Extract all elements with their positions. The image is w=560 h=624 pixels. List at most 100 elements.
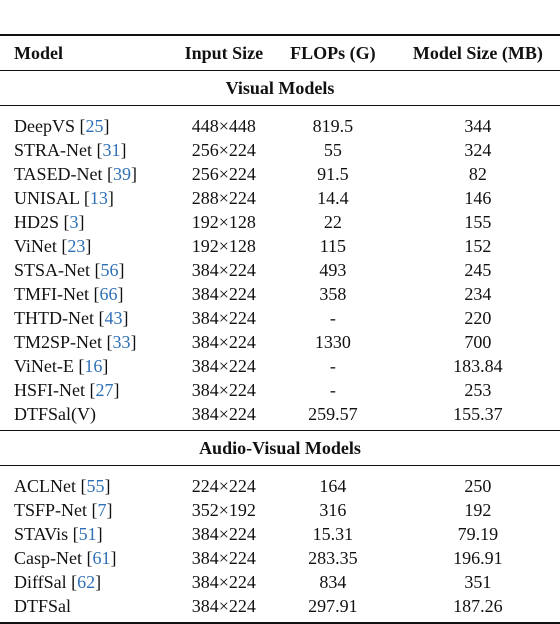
- cell-flops: -: [329, 356, 336, 376]
- cell-input-size: 384×224: [191, 356, 256, 376]
- citation-link[interactable]: 16: [84, 356, 103, 376]
- citation-link[interactable]: 51: [78, 524, 97, 544]
- citation-link[interactable]: 3: [69, 212, 79, 232]
- model-name: Casp-Net: [14, 548, 82, 568]
- cell-flops: 283.35: [308, 548, 358, 568]
- header-model: Model: [0, 34, 178, 71]
- cell-flops: 316: [319, 500, 347, 520]
- citation-link[interactable]: 43: [104, 308, 123, 328]
- cell-flops: -: [329, 308, 336, 328]
- cell-input-size: 384×224: [191, 332, 256, 352]
- cell-flops: 115: [319, 236, 347, 256]
- header-flops: FLOPs (G): [270, 34, 396, 71]
- cell-model-size: 187.26: [395, 594, 560, 624]
- cell-model: ViNet-E [16]: [14, 356, 109, 376]
- table-row: STRA-Net [31] 256×224 55 324: [0, 138, 560, 162]
- cell-model: DTFSal: [0, 594, 178, 624]
- citation-link[interactable]: 13: [89, 188, 108, 208]
- model-name: STSA-Net: [14, 260, 90, 280]
- cell-input-size: 384×224: [191, 524, 256, 544]
- header-model-size: Model Size (MB): [395, 34, 560, 71]
- cell-model-size: 344: [464, 116, 492, 136]
- cell-input-size: 352×192: [191, 500, 256, 520]
- table-row: DeepVS [25] 448×448 819.5 344: [0, 106, 560, 139]
- model-name: ViNet: [14, 236, 57, 256]
- cell-flops: 297.91: [270, 594, 396, 624]
- header-input-size: Input Size: [177, 34, 271, 71]
- cell-model-size: 152: [464, 236, 492, 256]
- cell-model-size: 324: [464, 140, 492, 160]
- cell-flops: 834: [319, 572, 347, 592]
- citation-link[interactable]: 66: [99, 284, 118, 304]
- model-name: UNISAL: [14, 188, 80, 208]
- model-name: TASED-Net: [14, 164, 103, 184]
- cell-model: STSA-Net [56]: [14, 260, 125, 280]
- cell-model-size: 253: [464, 380, 492, 400]
- table-row: DTFSal 384×224 297.91 187.26: [0, 594, 560, 624]
- cell-input-size: 384×224: [191, 548, 256, 568]
- cell-flops: 22: [323, 212, 342, 232]
- cell-model-size: 183.84: [453, 356, 503, 376]
- table-row: THTD-Net [43] 384×224 - 220: [0, 306, 560, 330]
- cell-input-size: 448×448: [191, 116, 256, 136]
- cell-model-size: 351: [464, 572, 492, 592]
- table-row: TASED-Net [39] 256×224 91.5 82: [0, 162, 560, 186]
- citation-link[interactable]: 27: [95, 380, 114, 400]
- section-title: Visual Models: [0, 70, 560, 106]
- cell-model: TM2SP-Net [33]: [14, 332, 137, 352]
- cell-flops: 259.57: [270, 402, 396, 431]
- citation-link[interactable]: 23: [67, 236, 86, 256]
- cell-flops: 14.4: [317, 188, 349, 208]
- model-comparison-table: Model Input Size FLOPs (G) Model Size (M…: [0, 34, 560, 624]
- cell-model-size: 192: [464, 500, 492, 520]
- cell-input-size: 288×224: [191, 188, 256, 208]
- table-row: HSFI-Net [27] 384×224 - 253: [0, 378, 560, 402]
- citation-link[interactable]: 33: [112, 332, 131, 352]
- citation-link[interactable]: 56: [100, 260, 119, 280]
- model-name: DTFSal: [14, 596, 72, 616]
- citation-link[interactable]: 61: [92, 548, 111, 568]
- table-row: DTFSal(V) 384×224 259.57 155.37: [0, 402, 560, 431]
- header-row: Model Input Size FLOPs (G) Model Size (M…: [0, 34, 560, 71]
- cell-flops: 91.5: [317, 164, 349, 184]
- model-name: TSFP-Net: [14, 500, 88, 520]
- cell-input-size: 384×224: [191, 308, 256, 328]
- table-row: Casp-Net [61] 384×224 283.35 196.91: [0, 546, 560, 570]
- section-title: Audio-Visual Models: [0, 430, 560, 466]
- cell-input-size: 256×224: [191, 140, 256, 160]
- cell-model: DeepVS [25]: [14, 116, 110, 136]
- table-body: Visual Models DeepVS [25] 448×448 819.5 344 S…: [0, 70, 560, 624]
- cell-model: Casp-Net [61]: [14, 548, 117, 568]
- citation-link[interactable]: 31: [102, 140, 121, 160]
- cell-model: ACLNet [55]: [14, 476, 111, 496]
- table-row: HD2S [3] 192×128 22 155: [0, 210, 560, 234]
- cell-model: DTFSal(V): [0, 402, 178, 431]
- cell-input-size: 384×224: [191, 284, 256, 304]
- table-row: DiffSal [62] 384×224 834 351: [0, 570, 560, 594]
- cell-model-size: 700: [464, 332, 492, 352]
- citation-link[interactable]: 25: [85, 116, 104, 136]
- cell-flops: 15.31: [312, 524, 354, 544]
- citation-link[interactable]: 55: [86, 476, 105, 496]
- cell-flops: 1330: [314, 332, 351, 352]
- cell-flops: 493: [319, 260, 347, 280]
- cell-model-size: 79.19: [457, 524, 499, 544]
- cell-input-size: 256×224: [191, 164, 256, 184]
- citation-link[interactable]: 62: [77, 572, 96, 592]
- table-row: STSA-Net [56] 384×224 493 245: [0, 258, 560, 282]
- citation-link[interactable]: 39: [113, 164, 132, 184]
- table-row: TMFI-Net [66] 384×224 358 234: [0, 282, 560, 306]
- cell-model-size: 146: [464, 188, 492, 208]
- cell-flops: 164: [319, 476, 347, 496]
- model-name: HD2S: [14, 212, 60, 232]
- model-name: ViNet-E: [14, 356, 74, 376]
- cell-model-size: 245: [464, 260, 492, 280]
- model-name: THTD-Net: [14, 308, 94, 328]
- citation-link[interactable]: 7: [97, 500, 107, 520]
- table-row: UNISAL [13] 288×224 14.4 146: [0, 186, 560, 210]
- model-name: STAVis: [14, 524, 69, 544]
- cell-model: TASED-Net [39]: [14, 164, 138, 184]
- cell-input-size: 384×224: [191, 572, 256, 592]
- cell-flops: 55: [323, 140, 342, 160]
- cell-input-size: 384×224: [191, 380, 256, 400]
